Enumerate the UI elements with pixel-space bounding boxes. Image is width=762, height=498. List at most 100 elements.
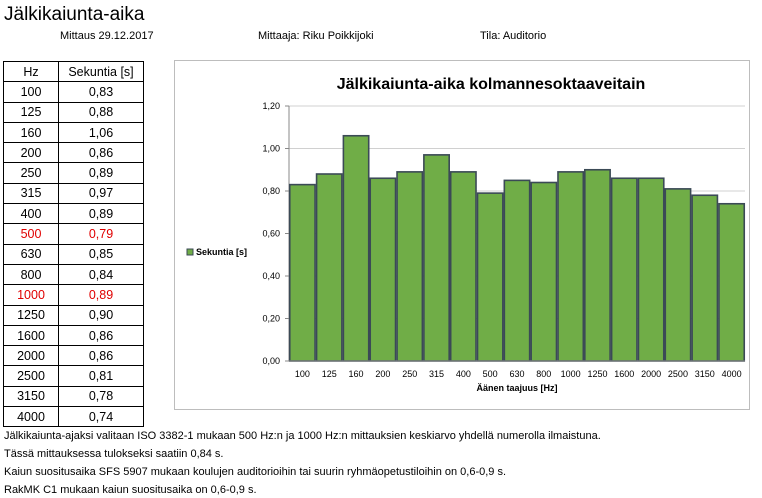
cell-seconds: 0,86	[58, 345, 144, 367]
table-row: 1250 0,90	[3, 304, 144, 326]
cell-seconds: 0,78	[58, 385, 144, 408]
y-tick-label: 0,80	[262, 186, 280, 196]
x-tick-label: 125	[322, 369, 337, 379]
x-tick-label: 160	[349, 369, 364, 379]
col-header-seconds: Sekuntia [s]	[58, 60, 144, 83]
cell-seconds: 1,06	[58, 121, 144, 144]
y-tick-label: 1,00	[262, 144, 280, 154]
x-tick-label: 200	[375, 369, 390, 379]
note-line: Tässä mittauksessa tulokseksi saatiin 0,…	[4, 448, 224, 460]
legend-label: Sekuntia [s]	[196, 247, 247, 257]
x-tick-label: 4000	[722, 369, 742, 379]
measurer: Mittaaja: Riku Poikkijoki	[258, 30, 374, 42]
bar	[342, 134, 370, 362]
table-row: 315 0,97	[3, 182, 144, 205]
cell-hz: 2500	[3, 365, 59, 387]
bar	[718, 202, 746, 362]
cell-hz: 3150	[3, 385, 59, 408]
cell-seconds: 0,84	[58, 263, 144, 286]
cell-seconds: 0,81	[58, 365, 144, 387]
cell-seconds: 0,86	[58, 142, 144, 164]
cell-hz: 500	[3, 223, 59, 245]
table-row: 500 0,79	[3, 223, 144, 245]
x-tick-label: 100	[295, 369, 310, 379]
cell-hz: 2000	[3, 345, 59, 367]
reverb-table: Hz Sekuntia [s] 100 0,83 125 0,88 160 1,06 200…	[3, 60, 144, 428]
cell-seconds: 0,89	[58, 203, 144, 225]
col-header-hz: Hz	[3, 60, 59, 83]
y-tick-label: 0,60	[262, 229, 280, 239]
chart-area: Jälkikaiunta-aika kolmannesoktaaveitain 0…	[174, 60, 750, 410]
y-tick-label: 1,20	[262, 101, 280, 111]
cell-hz: 630	[3, 243, 59, 265]
cell-seconds: 0,88	[58, 101, 144, 123]
bar	[691, 194, 719, 362]
x-tick-label: 2500	[668, 369, 688, 379]
cell-seconds: 0,83	[58, 81, 144, 103]
x-tick-label: 1000	[561, 369, 581, 379]
table-row: 800 0,84	[3, 263, 144, 286]
cell-hz: 1600	[3, 324, 59, 347]
bar	[476, 192, 504, 362]
cell-hz: 4000	[3, 406, 59, 428]
measurement-date: Mittaus 29.12.2017	[60, 30, 154, 42]
table-row: 250 0,89	[3, 162, 144, 184]
cell-hz: 1000	[3, 284, 59, 306]
bar	[288, 183, 316, 362]
x-tick-label: 400	[456, 369, 471, 379]
page-title: Jälkikaiunta-aika	[4, 4, 145, 25]
x-tick-label: 630	[509, 369, 524, 379]
bar	[423, 154, 450, 362]
cell-hz: 200	[3, 142, 59, 164]
x-axis-label: Äänen taajuus [Hz]	[476, 383, 557, 393]
y-tick-label: 0,00	[262, 356, 280, 366]
bar	[315, 173, 343, 362]
cell-seconds: 0,86	[58, 324, 144, 347]
cell-seconds: 0,89	[58, 162, 144, 184]
cell-hz: 800	[3, 263, 59, 286]
x-tick-label: 2000	[641, 369, 661, 379]
x-tick-label: 3150	[695, 369, 715, 379]
note-line: Jälkikaiunta-ajaksi valitaan ISO 3382-1 …	[4, 430, 601, 442]
bar	[637, 177, 665, 362]
table-row: 125 0,88	[3, 101, 144, 123]
bar	[557, 171, 585, 362]
table-row: 100 0,83	[3, 81, 144, 103]
cell-hz: 100	[3, 81, 59, 103]
table-row: 400 0,89	[3, 203, 144, 225]
cell-hz: 125	[3, 101, 59, 123]
x-tick-label: 250	[402, 369, 417, 379]
y-tick-label: 0,20	[262, 314, 280, 324]
legend-swatch	[186, 248, 194, 256]
note-line: Kaiun suositusaika SFS 5907 mukaan koulu…	[4, 466, 507, 478]
x-tick-label: 1600	[614, 369, 634, 379]
bar	[396, 171, 424, 362]
reverb-chart: Jälkikaiunta-aika kolmannesoktaaveitain 0…	[186, 76, 746, 393]
bar	[449, 171, 477, 362]
y-tick-label: 0,40	[262, 271, 280, 281]
note-line: RakMK C1 mukaan kaiun suositusaika on 0,…	[4, 484, 257, 496]
table-row: 4000 0,74	[3, 406, 144, 428]
bar	[503, 179, 531, 362]
cell-seconds: 0,85	[58, 243, 144, 265]
room: Tila: Auditorio	[480, 30, 547, 42]
chart-title: Jälkikaiunta-aika kolmannesoktaaveitain	[337, 76, 646, 93]
table-row: 2500 0,81	[3, 365, 144, 387]
cell-seconds: 0,89	[58, 284, 144, 306]
cell-seconds: 0,97	[58, 182, 144, 205]
x-tick-label: 500	[483, 369, 498, 379]
cell-seconds: 0,90	[58, 304, 144, 326]
bar	[664, 188, 692, 362]
table-row: 160 1,06	[3, 121, 144, 144]
cell-seconds: 0,74	[58, 406, 144, 428]
cell-hz: 250	[3, 162, 59, 184]
table-row: 3150 0,78	[3, 385, 144, 408]
cell-hz: 400	[3, 203, 59, 225]
cell-hz: 315	[3, 182, 59, 205]
cell-hz: 1250	[3, 304, 59, 326]
table-row: 200 0,86	[3, 142, 144, 164]
x-tick-label: 1250	[587, 369, 607, 379]
cell-hz: 160	[3, 121, 59, 144]
bar	[530, 181, 558, 362]
table-row: 2000 0,86	[3, 345, 144, 367]
